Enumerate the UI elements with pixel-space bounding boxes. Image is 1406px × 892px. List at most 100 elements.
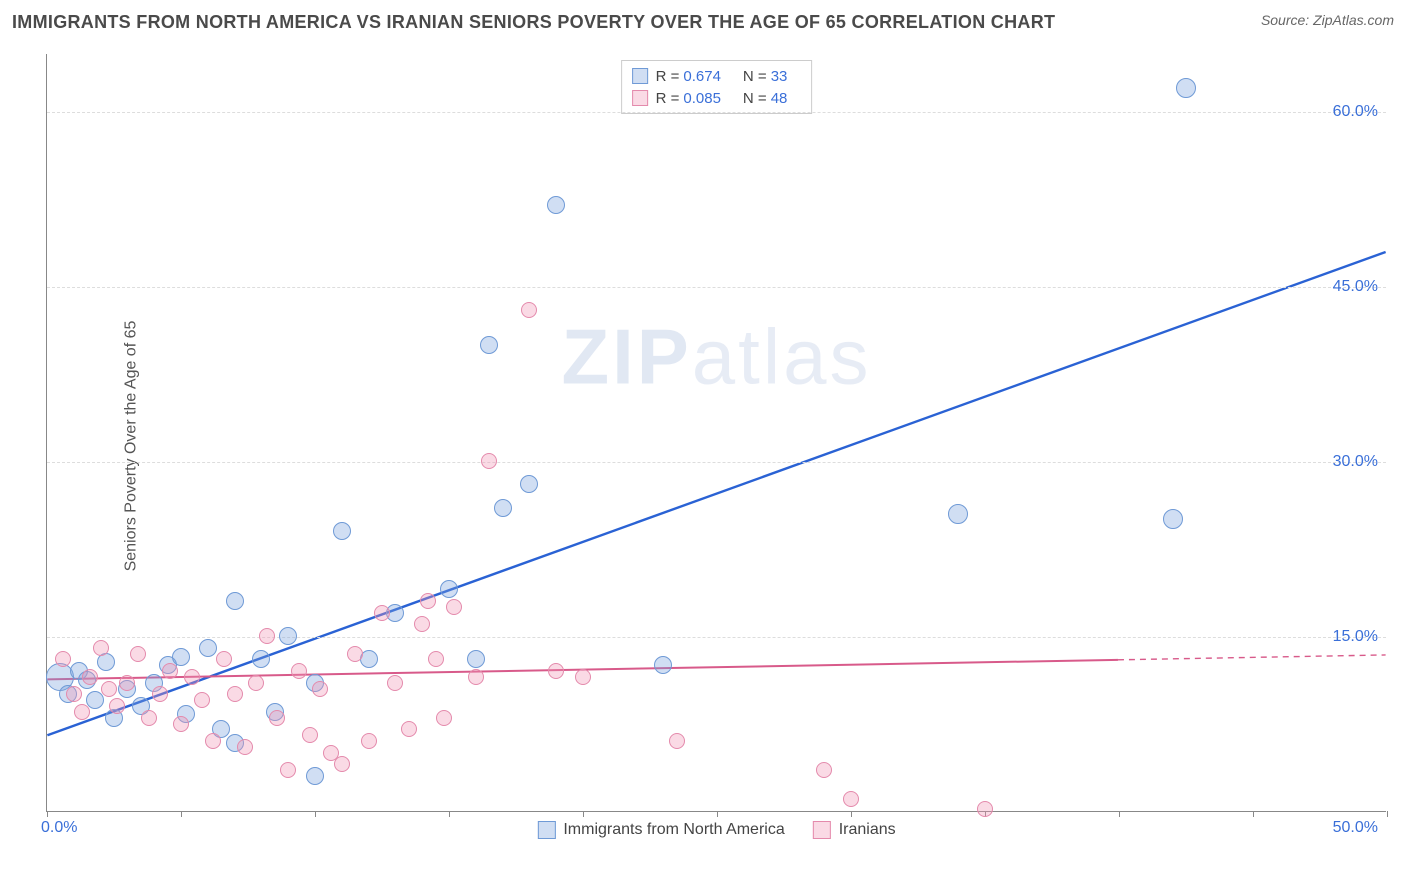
data-point <box>440 580 458 598</box>
x-tick-mark <box>181 811 182 817</box>
data-point <box>481 453 497 469</box>
data-point <box>333 522 351 540</box>
data-point <box>55 651 71 667</box>
legend-item: Iranians <box>813 821 896 839</box>
data-point <box>109 698 125 714</box>
series-legend: Immigrants from North America Iranians <box>537 821 895 839</box>
y-tick-label: 45.0% <box>1333 278 1378 296</box>
chart-plot-area: ZIPatlas R =0.674N =33R =0.085N =48 Immi… <box>46 54 1386 812</box>
data-point <box>280 762 296 778</box>
data-point <box>374 605 390 621</box>
data-point <box>480 336 498 354</box>
data-point <box>669 733 685 749</box>
data-point <box>302 727 318 743</box>
data-point <box>575 669 591 685</box>
data-point <box>467 650 485 668</box>
data-point <box>521 302 537 318</box>
data-point <box>334 756 350 772</box>
x-tick-mark <box>583 811 584 817</box>
data-point <box>414 616 430 632</box>
gridline <box>47 112 1386 113</box>
data-point <box>306 767 324 785</box>
data-point <box>184 669 200 685</box>
data-point <box>843 791 859 807</box>
data-point <box>816 762 832 778</box>
legend-n: N =33 <box>743 68 801 85</box>
gridline <box>47 637 1386 638</box>
data-point <box>162 663 178 679</box>
data-point <box>428 651 444 667</box>
data-point <box>547 196 565 214</box>
y-tick-label: 60.0% <box>1333 103 1378 121</box>
data-point <box>152 686 168 702</box>
legend-n: N =48 <box>743 90 801 107</box>
data-point <box>446 599 462 615</box>
legend-r: R =0.085 <box>656 90 735 107</box>
legend-r: R =0.674 <box>656 68 735 85</box>
gridline <box>47 287 1386 288</box>
data-point <box>347 646 363 662</box>
data-point <box>361 733 377 749</box>
data-point <box>86 691 104 709</box>
gridline <box>47 462 1386 463</box>
x-tick-mark <box>851 811 852 817</box>
data-point <box>216 651 232 667</box>
legend-swatch <box>813 821 831 839</box>
data-point <box>468 669 484 685</box>
data-point <box>199 639 217 657</box>
data-point <box>141 710 157 726</box>
legend-swatch <box>632 68 648 84</box>
data-point <box>436 710 452 726</box>
x-tick-mark <box>449 811 450 817</box>
x-axis-max-label: 50.0% <box>1333 819 1378 837</box>
data-point <box>205 733 221 749</box>
data-point <box>194 692 210 708</box>
x-tick-mark <box>47 811 48 817</box>
data-point <box>227 686 243 702</box>
data-point <box>654 656 672 674</box>
data-point <box>66 686 82 702</box>
data-point <box>93 640 109 656</box>
data-point <box>252 650 270 668</box>
legend-row: R =0.085 N =48 <box>632 87 802 109</box>
data-point <box>226 592 244 610</box>
legend-swatch <box>632 90 648 106</box>
watermark: ZIPatlas <box>561 311 871 402</box>
data-point <box>82 669 98 685</box>
data-point <box>74 704 90 720</box>
data-point <box>130 646 146 662</box>
data-point <box>548 663 564 679</box>
x-tick-mark <box>1119 811 1120 817</box>
data-point <box>520 475 538 493</box>
data-point <box>977 801 993 817</box>
chart-title: IMMIGRANTS FROM NORTH AMERICA VS IRANIAN… <box>12 12 1055 33</box>
legend-item: Immigrants from North America <box>537 821 784 839</box>
data-point <box>387 675 403 691</box>
data-point <box>420 593 436 609</box>
correlation-legend: R =0.674 N =33 R =0.085 N =48 <box>621 60 813 114</box>
data-point <box>101 681 117 697</box>
data-point <box>237 739 253 755</box>
data-point <box>401 721 417 737</box>
y-tick-label: 15.0% <box>1333 628 1378 646</box>
data-point <box>248 675 264 691</box>
x-tick-mark <box>1387 811 1388 817</box>
data-point <box>948 504 968 524</box>
data-point <box>173 716 189 732</box>
data-point <box>259 628 275 644</box>
data-point <box>1176 78 1196 98</box>
data-point <box>119 675 135 691</box>
data-point <box>269 710 285 726</box>
source-attribution: Source: ZipAtlas.com <box>1261 12 1394 28</box>
data-point <box>279 627 297 645</box>
data-point <box>312 681 328 697</box>
data-point <box>494 499 512 517</box>
y-tick-label: 30.0% <box>1333 453 1378 471</box>
x-tick-mark <box>1253 811 1254 817</box>
x-tick-mark <box>315 811 316 817</box>
source-link[interactable]: ZipAtlas.com <box>1313 12 1394 28</box>
legend-label: Iranians <box>839 821 896 839</box>
data-point <box>291 663 307 679</box>
legend-label: Immigrants from North America <box>563 821 784 839</box>
data-point <box>1163 509 1183 529</box>
